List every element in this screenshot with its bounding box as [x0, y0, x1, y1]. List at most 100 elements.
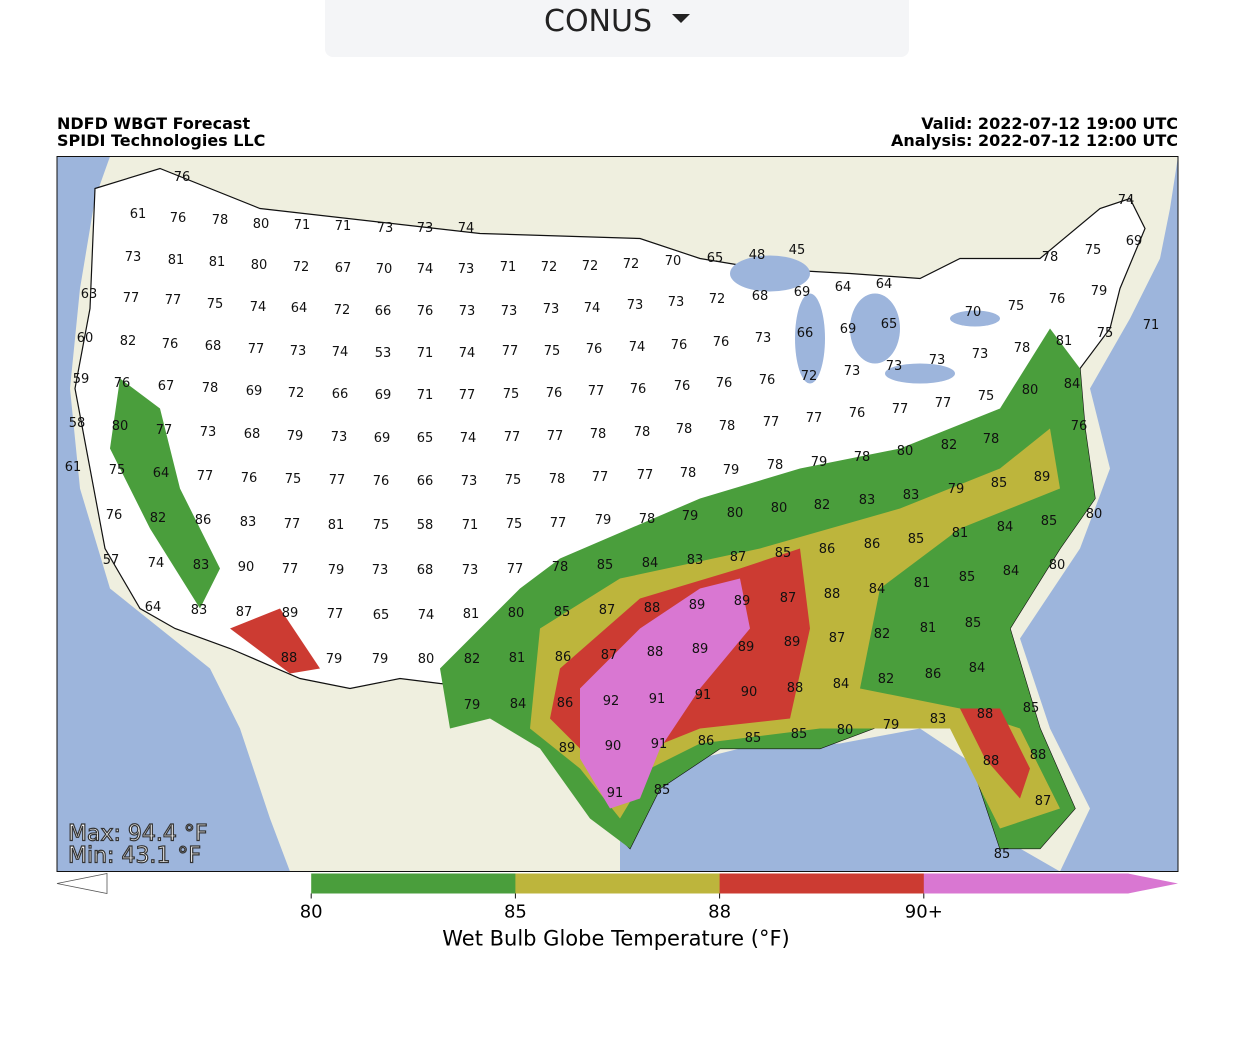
point-value: 75	[505, 473, 522, 488]
point-value: 78	[719, 419, 736, 434]
point-value: 79	[287, 429, 304, 444]
dropdown[interactable]: CONUS	[325, 0, 909, 57]
point-value: 77	[502, 344, 519, 359]
point-value: 77	[165, 293, 182, 308]
point-value: 81	[1056, 334, 1073, 349]
header-organization: SPIDI Technologies LLC	[57, 131, 265, 150]
caret-shape[interactable]	[672, 14, 690, 23]
point-value: 91	[651, 737, 668, 752]
point-value: 73	[331, 430, 348, 445]
point-value: 77	[806, 411, 823, 426]
point-value: 79	[326, 652, 343, 667]
point-value: 75	[506, 517, 523, 532]
point-value: 72	[623, 257, 640, 272]
point-value: 64	[153, 466, 170, 481]
point-value: 78	[202, 381, 219, 396]
point-value: 76	[162, 337, 179, 352]
point-value: 86	[557, 696, 574, 711]
point-value: 75	[503, 387, 520, 402]
point-value: 84	[833, 677, 850, 692]
point-value: 64	[835, 280, 852, 295]
point-value: 73	[543, 302, 560, 317]
point-value: 73	[377, 221, 394, 236]
map-frame	[56, 156, 1179, 872]
point-value: 71	[462, 518, 479, 533]
point-value: 89	[689, 598, 706, 613]
point-value: 77	[588, 384, 605, 399]
point-value: 78	[639, 512, 656, 527]
point-value: 66	[797, 326, 814, 341]
point-value: 80	[897, 444, 914, 459]
point-value: 85	[597, 558, 614, 573]
colorbar-segment	[923, 873, 1129, 894]
point-value: 91	[649, 692, 666, 707]
point-value: 77	[507, 562, 524, 577]
point-value: 80	[251, 258, 268, 273]
dropdown-caret[interactable]	[672, 14, 690, 24]
point-value: 64	[145, 600, 162, 615]
zone-pink	[580, 578, 750, 809]
point-value: 72	[334, 303, 351, 318]
lake-huron	[850, 293, 900, 364]
point-value: 83	[930, 712, 947, 727]
point-value: 71	[1143, 318, 1160, 333]
point-value: 72	[541, 260, 558, 275]
point-value: 45	[789, 243, 806, 258]
point-value: 76	[170, 211, 187, 226]
point-value: 77	[550, 516, 567, 531]
dropdown-label[interactable]: CONUS	[544, 4, 653, 39]
point-value: 79	[372, 652, 389, 667]
point-value: 77	[156, 423, 173, 438]
point-value: 68	[752, 289, 769, 304]
point-value: 69	[375, 388, 392, 403]
point-value: 76	[174, 170, 191, 185]
point-value: 80	[253, 217, 270, 232]
point-value: 63	[81, 287, 98, 302]
point-value: 88	[647, 645, 664, 660]
point-value: 74	[1118, 193, 1135, 208]
point-value: 87	[829, 631, 846, 646]
point-value: 73	[372, 563, 389, 578]
page: html, body { margin: 0; padding: 0; back…	[56, 0, 1179, 951]
colorbar-tick-label: 90+	[905, 902, 943, 923]
point-value: 78	[212, 213, 229, 228]
point-value: 78	[767, 458, 784, 473]
point-value: 80	[1049, 558, 1066, 573]
point-value: 78	[676, 422, 693, 437]
point-value: 57	[103, 553, 120, 568]
point-value: 68	[205, 339, 222, 354]
point-value: 74	[418, 608, 435, 623]
point-value: 75	[1097, 326, 1114, 341]
point-value: 81	[463, 607, 480, 622]
point-value: 53	[375, 346, 392, 361]
point-value: 77	[763, 415, 780, 430]
point-value: 87	[599, 603, 616, 618]
point-value: 74	[458, 221, 475, 236]
point-value: 72	[293, 260, 310, 275]
point-value: 85	[994, 847, 1011, 862]
point-value: 85	[991, 476, 1008, 491]
point-value: 72	[582, 259, 599, 274]
point-value: 74	[417, 262, 434, 277]
point-value: 73	[290, 344, 307, 359]
colorbar-arrow-low	[56, 873, 108, 894]
point-value: 89	[692, 642, 709, 657]
pacific	[57, 156, 290, 872]
point-value: 77	[892, 402, 909, 417]
point-value: 89	[1034, 470, 1051, 485]
point-value: 84	[1003, 564, 1020, 579]
point-value: 76	[546, 386, 563, 401]
point-value: 74	[250, 300, 267, 315]
point-value: 71	[417, 388, 434, 403]
point-value: 80	[837, 723, 854, 738]
point-value: 85	[654, 783, 671, 798]
point-value: 88	[644, 601, 661, 616]
point-value: 81	[328, 518, 345, 533]
min-label: Min: 43.1 °F	[68, 844, 201, 869]
point-value: 74	[459, 346, 476, 361]
point-value: 77	[935, 396, 952, 411]
point-value: 81	[920, 621, 937, 636]
point-value: 83	[687, 553, 704, 568]
point-value: 77	[123, 291, 140, 306]
point-value: 66	[332, 387, 349, 402]
